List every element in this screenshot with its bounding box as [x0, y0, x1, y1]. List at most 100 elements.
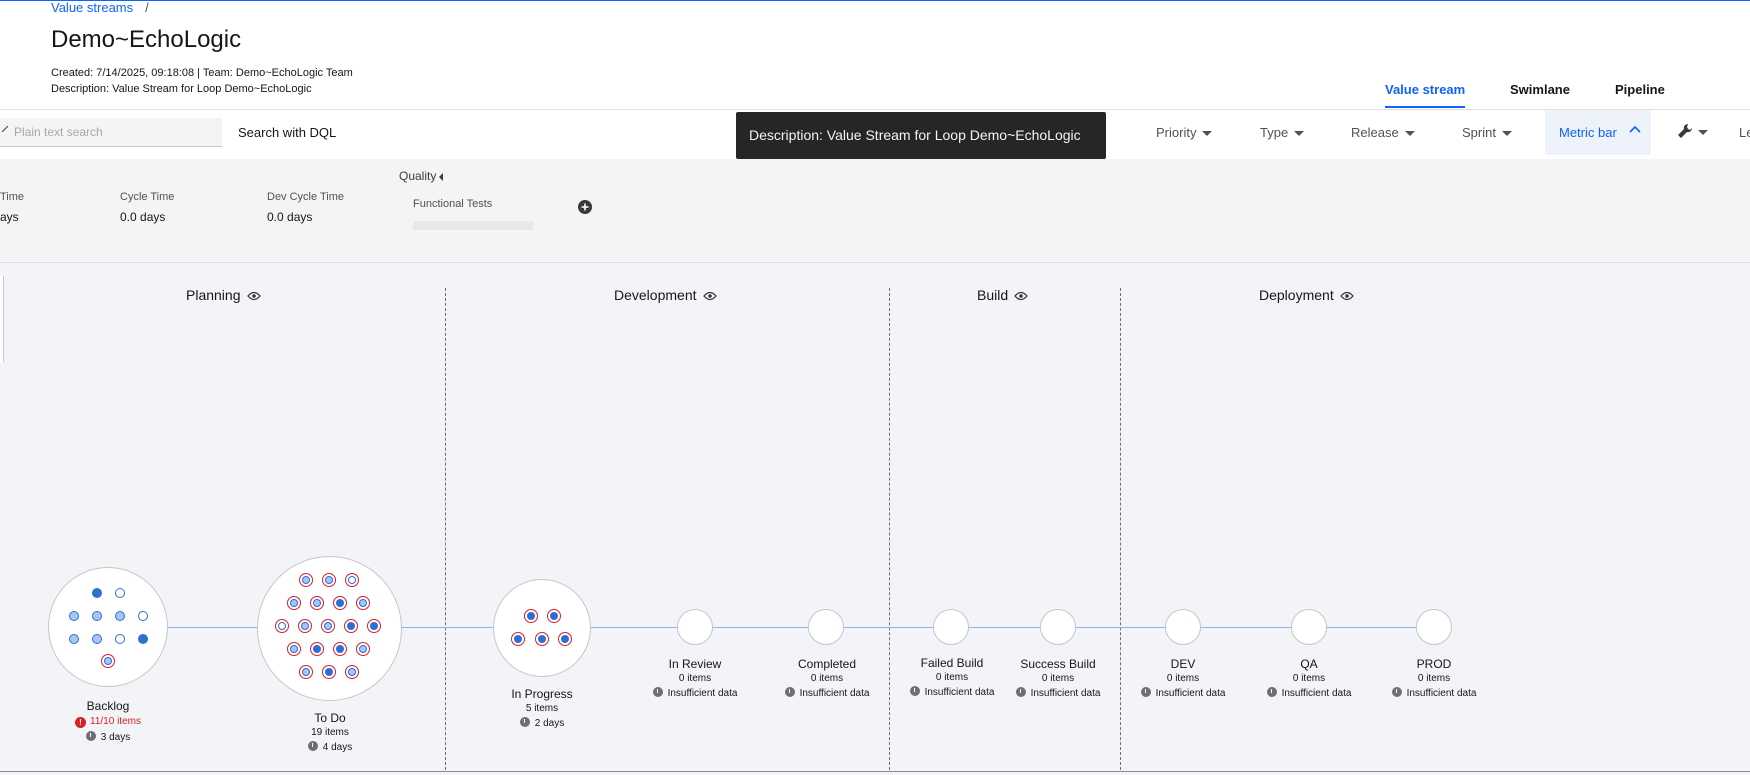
- search-icon: [2, 126, 8, 132]
- work-item-dot[interactable]: [321, 619, 335, 633]
- work-item-dot[interactable]: [511, 632, 525, 646]
- in-progress-node[interactable]: [493, 579, 591, 677]
- node-time: Insufficient data: [757, 687, 897, 699]
- eye-icon[interactable]: [1339, 291, 1354, 301]
- work-item-dot[interactable]: [69, 611, 79, 621]
- node-time: Insufficient data: [988, 687, 1128, 699]
- priority-filter[interactable]: Priority: [1156, 125, 1213, 140]
- work-item-dot[interactable]: [69, 634, 79, 644]
- node-count: 19 items: [311, 727, 349, 738]
- work-item-dot[interactable]: [92, 588, 102, 598]
- release-filter[interactable]: Release: [1351, 125, 1415, 140]
- work-item-dot[interactable]: [101, 654, 115, 668]
- backlog-node[interactable]: [48, 567, 168, 687]
- work-item-dot[interactable]: [322, 665, 336, 679]
- qa-node[interactable]: [1291, 609, 1327, 645]
- work-item-dot[interactable]: [115, 634, 125, 644]
- release-filter-label: Release: [1351, 125, 1399, 140]
- node-name: Failed Build: [920, 656, 984, 670]
- work-item-dot[interactable]: [310, 642, 324, 656]
- work-item-dot[interactable]: [115, 588, 125, 598]
- work-item-dot[interactable]: [345, 665, 359, 679]
- stage-label: Planning: [186, 287, 241, 303]
- add-circle-icon[interactable]: [578, 200, 592, 214]
- work-item-dot[interactable]: [138, 634, 148, 644]
- node-time-text: Insufficient data: [1281, 688, 1352, 699]
- in-review-node[interactable]: [677, 609, 713, 645]
- chevron-down-icon: [1202, 131, 1213, 137]
- node-time: Insufficient data: [1364, 687, 1504, 699]
- eye-icon[interactable]: [1014, 291, 1028, 301]
- created-team-line: Created: 7/14/2025, 09:18:08 | Team: Dem…: [51, 67, 353, 79]
- eye-icon[interactable]: [246, 291, 261, 301]
- work-item-dot[interactable]: [333, 596, 347, 610]
- breadcrumb-link[interactable]: Value streams: [51, 0, 134, 15]
- page-title: Demo~EchoLogic: [51, 26, 242, 53]
- chevron-down-icon[interactable]: [1698, 130, 1708, 135]
- tab-value-stream[interactable]: Value stream: [1385, 82, 1466, 108]
- clock-icon: [1140, 687, 1151, 697]
- work-item-dot[interactable]: [547, 609, 561, 623]
- wrench-icon[interactable]: [1677, 123, 1693, 139]
- header-divider: [0, 109, 1750, 110]
- work-item-dot[interactable]: [287, 596, 301, 610]
- success-build-node[interactable]: [1040, 609, 1076, 645]
- prod-node[interactable]: [1416, 609, 1452, 645]
- dev-node[interactable]: [1165, 609, 1201, 645]
- work-item-dot[interactable]: [322, 573, 336, 587]
- side-panel-tab[interactable]: [0, 276, 4, 362]
- tab-swimlane[interactable]: Swimlane: [1510, 82, 1570, 97]
- type-filter-label: Type: [1260, 125, 1289, 140]
- tab-pipeline[interactable]: Pipeline: [1615, 82, 1665, 97]
- plain-text-search-input[interactable]: Plain text search: [0, 118, 222, 147]
- node-time: 2 days: [472, 717, 612, 729]
- metric-bar-toggle[interactable]: Metric bar: [1545, 110, 1651, 155]
- node-time-text: Insufficient data: [667, 688, 738, 699]
- node-time-text: 3 days: [100, 732, 131, 743]
- failed-build-node[interactable]: [933, 609, 969, 645]
- truncated-toolbar-item[interactable]: Le: [1739, 125, 1750, 140]
- clock-icon: [652, 687, 663, 697]
- sprint-filter[interactable]: Sprint: [1462, 125, 1512, 140]
- stage-development: Development: [614, 287, 717, 303]
- work-item-dot[interactable]: [298, 619, 312, 633]
- work-item-dot[interactable]: [356, 642, 370, 656]
- functional-tests-bar: [413, 221, 533, 230]
- work-item-dot[interactable]: [115, 611, 125, 621]
- stage-planning: Planning: [186, 287, 261, 303]
- work-item-dot[interactable]: [344, 619, 358, 633]
- work-item-dot[interactable]: [356, 596, 370, 610]
- work-item-dot[interactable]: [275, 619, 289, 633]
- stage-deployment: Deployment: [1259, 287, 1354, 303]
- work-item-dot[interactable]: [92, 634, 102, 644]
- work-item-dot[interactable]: [558, 632, 572, 646]
- clock-icon: [85, 731, 96, 741]
- work-item-dot[interactable]: [92, 611, 102, 621]
- work-item-dot[interactable]: [367, 619, 381, 633]
- work-item-dot[interactable]: [310, 596, 324, 610]
- work-item-dot[interactable]: [287, 642, 301, 656]
- sprint-filter-label: Sprint: [1462, 125, 1496, 140]
- quality-toggle[interactable]: Quality: [399, 169, 444, 183]
- type-filter[interactable]: Type: [1260, 125, 1305, 140]
- search-with-dql-button[interactable]: Search with DQL: [238, 125, 337, 140]
- work-item-dot[interactable]: [345, 573, 359, 587]
- work-item-dot[interactable]: [333, 642, 347, 656]
- description-line: Description: Value Stream for Loop Demo~…: [51, 83, 312, 95]
- node-time-text: 4 days: [322, 742, 353, 753]
- completed-node[interactable]: [808, 609, 844, 645]
- to-do-node[interactable]: [257, 556, 402, 701]
- eye-icon[interactable]: [702, 291, 717, 301]
- node-count: 5 items: [525, 703, 559, 714]
- work-item-dot[interactable]: [299, 665, 313, 679]
- work-item-dot[interactable]: [524, 609, 538, 623]
- stage-divider: [1120, 288, 1121, 770]
- node-count: 0 items: [1041, 673, 1075, 684]
- metric-label: Time: [0, 191, 25, 203]
- node-time-text: 2 days: [534, 718, 565, 729]
- stage-build: Build: [977, 287, 1028, 303]
- work-item-dot[interactable]: [138, 611, 148, 621]
- work-item-dot[interactable]: [535, 632, 549, 646]
- priority-filter-label: Priority: [1156, 125, 1197, 140]
- work-item-dot[interactable]: [299, 573, 313, 587]
